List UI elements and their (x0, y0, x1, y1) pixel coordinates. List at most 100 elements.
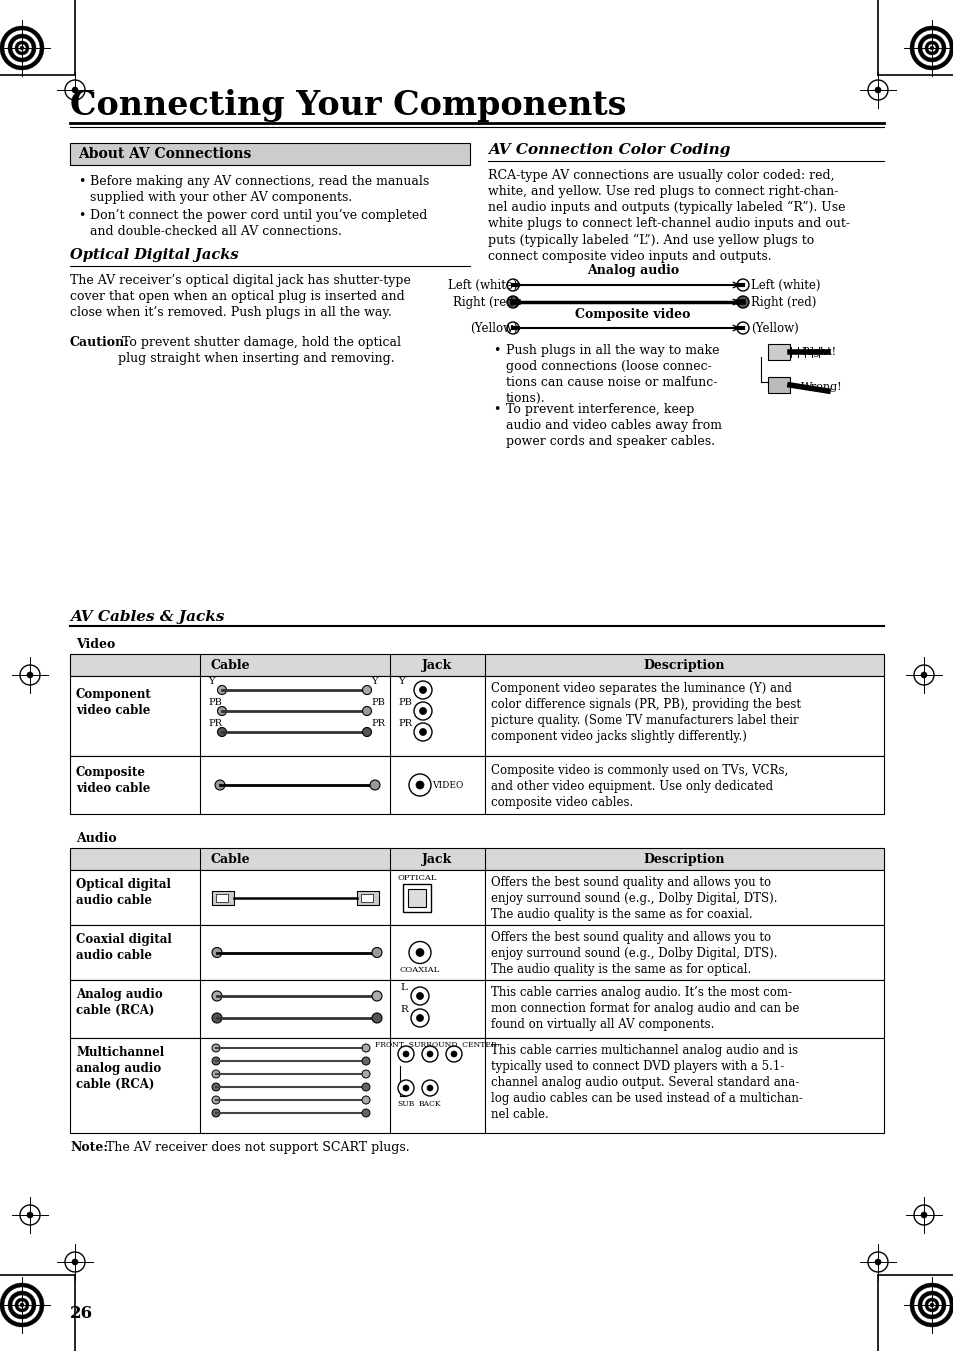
Text: PB: PB (371, 698, 384, 707)
Circle shape (27, 671, 33, 678)
Circle shape (929, 46, 933, 50)
Circle shape (506, 280, 518, 290)
Text: AV Cables & Jacks: AV Cables & Jacks (70, 611, 224, 624)
Text: Optical digital
audio cable: Optical digital audio cable (76, 878, 171, 907)
Circle shape (212, 992, 222, 1001)
Circle shape (419, 728, 426, 735)
Circle shape (372, 947, 381, 958)
Circle shape (927, 45, 935, 51)
Circle shape (737, 280, 748, 290)
Bar (360, 893, 373, 901)
Circle shape (917, 1292, 945, 1319)
Circle shape (361, 1056, 370, 1065)
Circle shape (924, 41, 938, 55)
Circle shape (212, 1096, 220, 1104)
Circle shape (921, 1296, 941, 1315)
Text: Connecting Your Components: Connecting Your Components (70, 89, 626, 122)
Text: PR: PR (208, 719, 222, 728)
Circle shape (402, 1051, 409, 1056)
Bar (767, 377, 789, 393)
Circle shape (419, 708, 426, 715)
Circle shape (212, 1013, 222, 1023)
Circle shape (929, 1302, 933, 1306)
Circle shape (20, 1302, 24, 1306)
Circle shape (361, 1084, 370, 1092)
Circle shape (212, 1084, 220, 1092)
Circle shape (416, 993, 423, 1000)
Text: PB: PB (397, 698, 412, 707)
Circle shape (402, 1085, 409, 1092)
Text: BACK: BACK (418, 1100, 441, 1108)
Circle shape (71, 1259, 78, 1265)
Circle shape (0, 26, 44, 70)
Bar (70, 654, 883, 676)
Text: About AV Connections: About AV Connections (78, 147, 251, 161)
Bar (70, 143, 470, 165)
Circle shape (4, 30, 40, 66)
Circle shape (427, 1085, 433, 1092)
Circle shape (874, 86, 880, 93)
Circle shape (421, 1046, 437, 1062)
Circle shape (409, 942, 431, 963)
Text: Component
video cable: Component video cable (76, 688, 152, 717)
Circle shape (506, 296, 518, 308)
Circle shape (419, 686, 426, 693)
Circle shape (920, 1212, 926, 1219)
Circle shape (909, 26, 953, 70)
Circle shape (737, 322, 748, 334)
Circle shape (362, 727, 371, 736)
Circle shape (913, 665, 933, 685)
Text: Right!: Right! (801, 347, 835, 357)
Circle shape (416, 781, 423, 789)
Circle shape (421, 1079, 437, 1096)
Circle shape (427, 1051, 433, 1056)
Text: Jack: Jack (422, 659, 452, 671)
Circle shape (446, 1046, 461, 1062)
Circle shape (372, 1013, 381, 1023)
Circle shape (12, 38, 32, 58)
Circle shape (409, 774, 431, 796)
Text: FRONT  SURROUND  CENTER: FRONT SURROUND CENTER (375, 1042, 497, 1048)
Circle shape (451, 1051, 456, 1056)
Text: This cable carries multichannel analog audio and is
typically used to connect DV: This cable carries multichannel analog a… (491, 1044, 802, 1121)
Circle shape (212, 1044, 220, 1052)
Circle shape (414, 681, 432, 698)
Circle shape (8, 34, 36, 62)
Text: Y: Y (208, 677, 214, 686)
Text: To prevent shutter damage, hold the optical
plug straight when inserting and rem: To prevent shutter damage, hold the opti… (118, 336, 400, 365)
Bar (402, 884, 431, 912)
Bar (70, 757, 883, 815)
Text: The AV receiver’s optical digital jack has shutter-type
cover that open when an : The AV receiver’s optical digital jack h… (70, 274, 411, 319)
Circle shape (416, 1015, 423, 1021)
Text: Y: Y (397, 677, 404, 686)
Bar (408, 889, 426, 907)
Circle shape (20, 46, 24, 50)
Circle shape (416, 948, 423, 957)
Circle shape (4, 1288, 40, 1323)
Text: Composite video is commonly used on TVs, VCRs,
and other video equipment. Use on: Composite video is commonly used on TVs,… (491, 765, 787, 809)
Text: Right (red): Right (red) (452, 296, 517, 309)
Circle shape (913, 30, 949, 66)
Circle shape (506, 322, 518, 334)
Bar (215, 893, 228, 901)
Text: Push plugs in all the way to make
good connections (loose connec-
tions can caus: Push plugs in all the way to make good c… (505, 345, 719, 405)
Text: (Yellow): (Yellow) (750, 322, 798, 335)
Text: Offers the best sound quality and allows you to
enjoy surround sound (e.g., Dolb: Offers the best sound quality and allows… (491, 931, 777, 975)
Circle shape (372, 992, 381, 1001)
Text: •: • (493, 345, 500, 357)
Text: Component video separates the luminance (Y) and
color difference signals (PR, PB: Component video separates the luminance … (491, 682, 801, 743)
Circle shape (65, 1252, 85, 1273)
Circle shape (18, 1301, 26, 1309)
Text: Left (white): Left (white) (448, 280, 517, 292)
Text: OPTICAL: OPTICAL (396, 874, 436, 882)
Circle shape (20, 1205, 40, 1225)
Circle shape (921, 38, 941, 58)
Bar (212, 890, 233, 905)
Circle shape (361, 1109, 370, 1117)
Text: Analog audio
cable (RCA): Analog audio cable (RCA) (76, 988, 163, 1017)
Bar (70, 870, 883, 925)
Text: The AV receiver does not support SCART plugs.: The AV receiver does not support SCART p… (102, 1142, 409, 1154)
Text: Before making any AV connections, read the manuals
supplied with your other AV c: Before making any AV connections, read t… (90, 176, 429, 204)
Circle shape (909, 1283, 953, 1327)
Text: Multichannel
analog audio
cable (RCA): Multichannel analog audio cable (RCA) (76, 1046, 164, 1092)
